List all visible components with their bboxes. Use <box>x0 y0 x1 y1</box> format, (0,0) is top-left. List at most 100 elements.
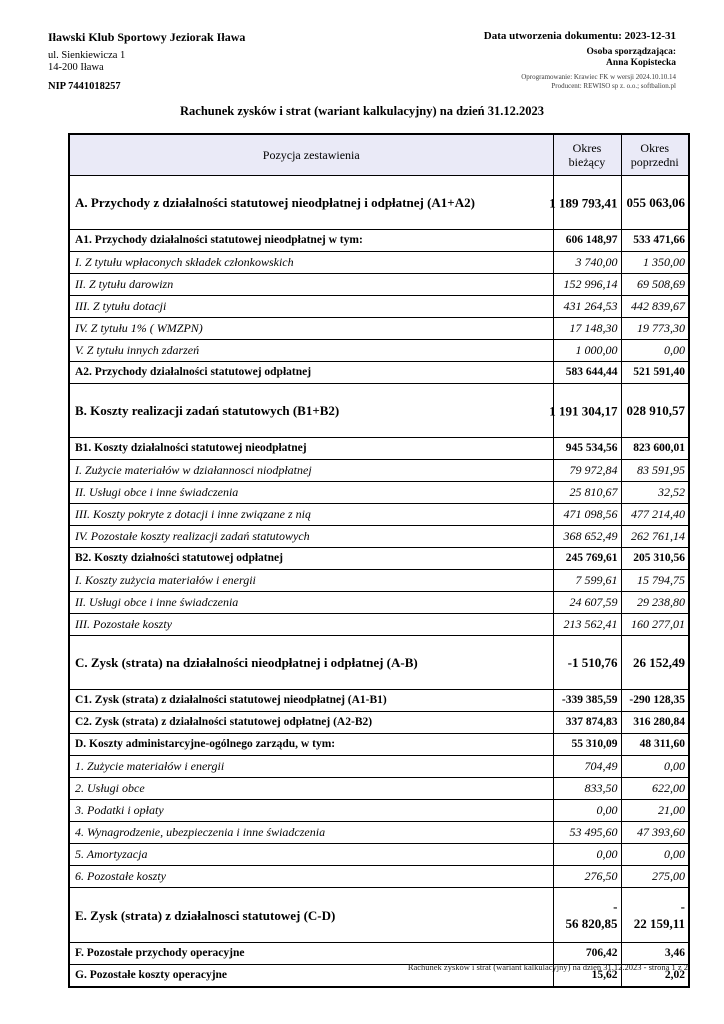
row-previous-value: 521 591,40 <box>620 361 690 384</box>
table-row: C1. Zysk (strata) z działalności statuto… <box>68 689 690 712</box>
row-label: I. Zużycie materiałów w działannosci nio… <box>68 459 554 482</box>
row-previous-value: 26 152,49 <box>620 635 690 690</box>
table-row: IV. Pozostałe koszty realizacji zadań st… <box>68 525 690 548</box>
profit-loss-table: Pozycja zestawienia Okres bieżący Okres … <box>68 133 690 988</box>
row-current-value: 0,00 <box>552 843 622 866</box>
row-previous-value: 028 910,57 <box>620 383 690 438</box>
row-previous-value: 48 311,60 <box>620 733 690 756</box>
row-current-value: 368 652,49 <box>552 525 622 548</box>
row-current-value: 245 769,61 <box>552 547 622 570</box>
table-row: I. Z tytułu wpłaconych składek członkows… <box>68 251 690 274</box>
row-label: B1. Koszty działalności statutowej nieod… <box>68 437 554 460</box>
row-current-value: 945 534,56 <box>552 437 622 460</box>
row-previous-value: 32,52 <box>620 481 690 504</box>
row-label: B2. Koszty działności statutowej odpłatn… <box>68 547 554 570</box>
row-label: I. Koszty zużycia materiałów i energii <box>68 569 554 592</box>
table-row: III. Pozostałe koszty 213 562,41 160 277… <box>68 613 690 636</box>
row-previous-value: 205 310,56 <box>620 547 690 570</box>
row-previous-value: 477 214,40 <box>620 503 690 526</box>
table-row: 5. Amortyzacja 0,00 0,00 <box>68 843 690 866</box>
row-previous-value: 47 393,60 <box>620 821 690 844</box>
row-label: II. Z tytułu darowizn <box>68 273 554 296</box>
table-row: IV. Z tytułu 1% ( WMZPN) 17 148,30 19 77… <box>68 317 690 340</box>
row-label: 3. Podatki i opłaty <box>68 799 554 822</box>
row-previous-value: 29 238,80 <box>620 591 690 614</box>
row-label: 5. Amortyzacja <box>68 843 554 866</box>
row-previous-value: 0,00 <box>620 339 690 362</box>
table-row: III. Koszty pokryte z dotacji i inne zwi… <box>68 503 690 526</box>
author-name: Anna Kopistecka <box>606 58 676 68</box>
row-label: III. Z tytułu dotacji <box>68 295 554 318</box>
row-current-value: 3 740,00 <box>552 251 622 274</box>
row-current-value: 55 310,09 <box>552 733 622 756</box>
table-row: V. Z tytułu innych zdarzeń 1 000,00 0,00 <box>68 339 690 362</box>
row-label: C. Zysk (strata) na działalności nieodpł… <box>68 635 554 690</box>
address-city: 14-200 Iława <box>48 62 104 73</box>
letterhead-left: Iławski Klub Sportowy Jeziorak Iława ul.… <box>48 30 245 92</box>
table-row: D. Koszty administarcyjne-ogólnego zarzą… <box>68 733 690 756</box>
table-row: 1. Zużycie materiałów i energii 704,49 0… <box>68 755 690 778</box>
row-current-value: 15,62 <box>552 964 622 988</box>
row-current-value: 583 644,44 <box>552 361 622 384</box>
table-row: 2. Usługi obce 833,50 622,00 <box>68 777 690 800</box>
row-previous-value: 0,00 <box>620 755 690 778</box>
table-row: F. Pozostałe przychody operacyjne 706,42… <box>68 942 690 965</box>
row-label: F. Pozostałe przychody operacyjne <box>68 942 554 965</box>
row-current-value: 833,50 <box>552 777 622 800</box>
row-current-value: -1 510,76 <box>552 635 622 690</box>
row-label: C2. Zysk (strata) z działalności statuto… <box>68 711 554 734</box>
row-label: III. Koszty pokryte z dotacji i inne zwi… <box>68 503 554 526</box>
row-current-value: 1 191 304,17 <box>549 383 622 438</box>
row-current-value: 606 148,97 <box>552 229 622 252</box>
col-header-position: Pozycja zestawienia <box>68 133 554 176</box>
row-label: A1. Przychody działalności statutowej ni… <box>68 229 554 252</box>
row-previous-value: 1 350,00 <box>620 251 690 274</box>
row-previous-value: 533 471,66 <box>620 229 690 252</box>
table-row: C2. Zysk (strata) z działalności statuto… <box>68 711 690 734</box>
row-label: B. Koszty realizacji zadań statutowych (… <box>68 383 554 438</box>
row-previous-value: 15 794,75 <box>620 569 690 592</box>
table-row: B1. Koszty działalności statutowej nieod… <box>68 437 690 460</box>
row-previous-value: 69 508,69 <box>620 273 690 296</box>
row-current-value: 1 000,00 <box>552 339 622 362</box>
row-label: IV. Pozostałe koszty realizacji zadań st… <box>68 525 554 548</box>
row-label: D. Koszty administarcyjne-ogólnego zarzą… <box>68 733 554 756</box>
row-current-value: 24 607,59 <box>552 591 622 614</box>
row-previous-value: 2,02 <box>620 964 690 988</box>
row-current-value: 276,50 <box>552 865 622 888</box>
row-current-value: 0,00 <box>552 799 622 822</box>
letterhead-right: Data utworzenia dokumentu: 2023-12-31 Os… <box>484 30 676 92</box>
row-previous-value: 21,00 <box>620 799 690 822</box>
row-label: I. Z tytułu wpłaconych składek członkows… <box>68 251 554 274</box>
row-label: A2. Przychody działalności statutowej od… <box>68 361 554 384</box>
row-current-value: 431 264,53 <box>552 295 622 318</box>
row-label: III. Pozostałe koszty <box>68 613 554 636</box>
row-current-value: 7 599,61 <box>552 569 622 592</box>
table-header: Pozycja zestawienia Okres bieżący Okres … <box>68 133 690 176</box>
software-info: Oprogramowanie: Krawiec FK w wersji 2024… <box>484 73 676 90</box>
table-row: C. Zysk (strata) na działalności nieodpł… <box>68 635 690 690</box>
row-current-value: 152 996,14 <box>552 273 622 296</box>
row-label: A. Przychody z działalności statutowej n… <box>68 175 554 230</box>
table-row: 6. Pozostałe koszty 276,50 275,00 <box>68 865 690 888</box>
row-label: 2. Usługi obce <box>68 777 554 800</box>
row-label: 1. Zużycie materiałów i energii <box>68 755 554 778</box>
document-created-date: Data utworzenia dokumentu: 2023-12-31 <box>483 30 676 42</box>
row-current-value: 53 495,60 <box>552 821 622 844</box>
row-current-value: 704,49 <box>552 755 622 778</box>
row-previous-value: 316 280,84 <box>620 711 690 734</box>
row-current-value: -339 385,59 <box>552 689 622 712</box>
row-previous-value: - 22 159,11 <box>620 887 690 943</box>
row-label: C1. Zysk (strata) z działalności statuto… <box>68 689 554 712</box>
table-row: A1. Przychody działalności statutowej ni… <box>68 229 690 252</box>
row-label: V. Z tytułu innych zdarzeń <box>68 339 554 362</box>
table-row: I. Zużycie materiałów w działannosci nio… <box>68 459 690 482</box>
table-row: B. Koszty realizacji zadań statutowych (… <box>68 383 690 438</box>
company-nip: NIP 7441018257 <box>48 81 121 92</box>
table-row: 3. Podatki i opłaty 0,00 21,00 <box>68 799 690 822</box>
row-current-value: 337 874,83 <box>552 711 622 734</box>
company-name: Iławski Klub Sportowy Jeziorak Iława <box>48 30 246 44</box>
software-line-1: Oprogramowanie: Krawiec FK w wersji 2024… <box>521 73 676 81</box>
row-previous-value: 19 773,30 <box>620 317 690 340</box>
row-previous-value: 622,00 <box>620 777 690 800</box>
